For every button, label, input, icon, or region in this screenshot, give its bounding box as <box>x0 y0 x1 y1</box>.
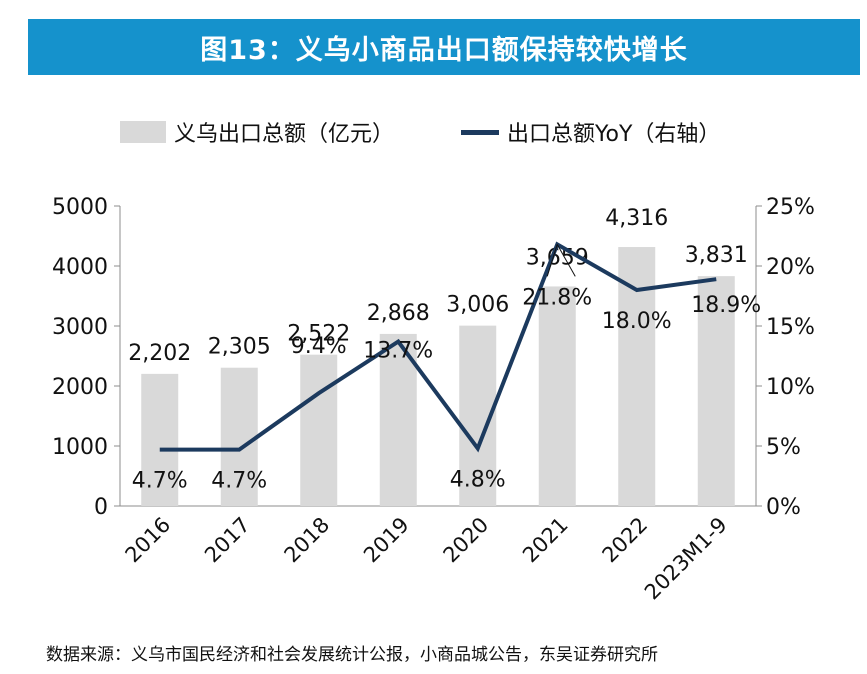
x-tick-label: 2022 <box>598 513 653 568</box>
chart-plot: 0 1000 2000 3000 4000 5000 0% 5% 10% 15% 20% 25% 201… <box>52 195 815 605</box>
legend-item-bar: 义乌出口总额（亿元） <box>120 112 394 152</box>
y-left-tick-label: 2000 <box>52 375 108 400</box>
legend-label-bar: 义乌出口总额（亿元） <box>174 122 395 147</box>
y-left-tick-label: 0 <box>94 495 108 520</box>
x-tick-label: 2020 <box>439 513 494 568</box>
bar-2019 <box>379 333 417 506</box>
yoy-value-label: 18.0% <box>602 309 672 334</box>
yoy-line <box>159 241 717 453</box>
chart-legend: 义乌出口总额（亿元） 出口总额YoY（右轴） <box>0 112 867 152</box>
y-right-tick-label: 20% <box>766 255 815 280</box>
y-right-tick-label: 5% <box>766 435 801 460</box>
y-left-tick-label: 3000 <box>52 315 108 340</box>
x-tick-label: 2019 <box>359 513 414 568</box>
y-right-tick-label: 10% <box>766 375 815 400</box>
yoy-value-label: 4.7% <box>211 469 267 494</box>
bar-value-label: 2,868 <box>367 301 430 326</box>
x-tick-label: 2016 <box>121 513 176 568</box>
y-right-tick-label: 0% <box>766 495 801 520</box>
yoy-value-label: 9.4% <box>291 334 347 359</box>
bar-2018 <box>300 354 338 506</box>
yoy-value-label: 13.7% <box>363 339 433 364</box>
bar-value-label: 2,202 <box>128 341 191 366</box>
yoy-label-leader <box>546 244 558 277</box>
x-tick-label: 2017 <box>200 513 255 568</box>
x-tick-label: 2018 <box>280 513 335 568</box>
y-right-tick-label: 15% <box>766 315 815 340</box>
bar-2021 <box>538 286 576 506</box>
bar-value-label: 2,305 <box>208 335 271 360</box>
bar-value-label: 4,316 <box>605 206 668 231</box>
bar-2017 <box>220 367 258 506</box>
source-note: 数据来源：义乌市国民经济和社会发展统计公报，小商品城公告，东吴证券研究所 <box>46 645 658 665</box>
legend-swatch-line <box>461 129 499 135</box>
bar-value-label: 2,522 <box>287 322 350 347</box>
bar-2023M1-9 <box>697 276 735 506</box>
bar-value-label: 3,831 <box>685 243 748 268</box>
chart-title-banner: 图13：义乌小商品出口额保持较快增长 <box>28 19 860 75</box>
chart-title: 图13：义乌小商品出口额保持较快增长 <box>200 34 688 66</box>
x-tick-label: 2023M1-9 <box>640 513 732 605</box>
yoy-value-label: 18.9% <box>691 293 761 318</box>
y-right-tick-label: 25% <box>766 195 815 220</box>
x-tick-label: 2021 <box>518 513 573 568</box>
yoy-label-leader <box>556 244 576 277</box>
yoy-value-label: 4.7% <box>132 469 188 494</box>
yoy-value-label: 21.8% <box>522 285 592 310</box>
yoy-value-label: 4.8% <box>450 467 506 492</box>
bar-value-label: 3,006 <box>446 293 509 318</box>
y-left-tick-label: 5000 <box>52 195 108 220</box>
legend-label-line: 出口总额YoY（右轴） <box>507 122 721 147</box>
bar-2022 <box>618 247 656 506</box>
legend-item-line: 出口总额YoY（右轴） <box>461 112 720 152</box>
legend-swatch-bar <box>120 121 166 143</box>
bar-2016 <box>141 373 179 506</box>
y-left-tick-label: 4000 <box>52 255 108 280</box>
y-left-tick-label: 1000 <box>52 435 108 460</box>
